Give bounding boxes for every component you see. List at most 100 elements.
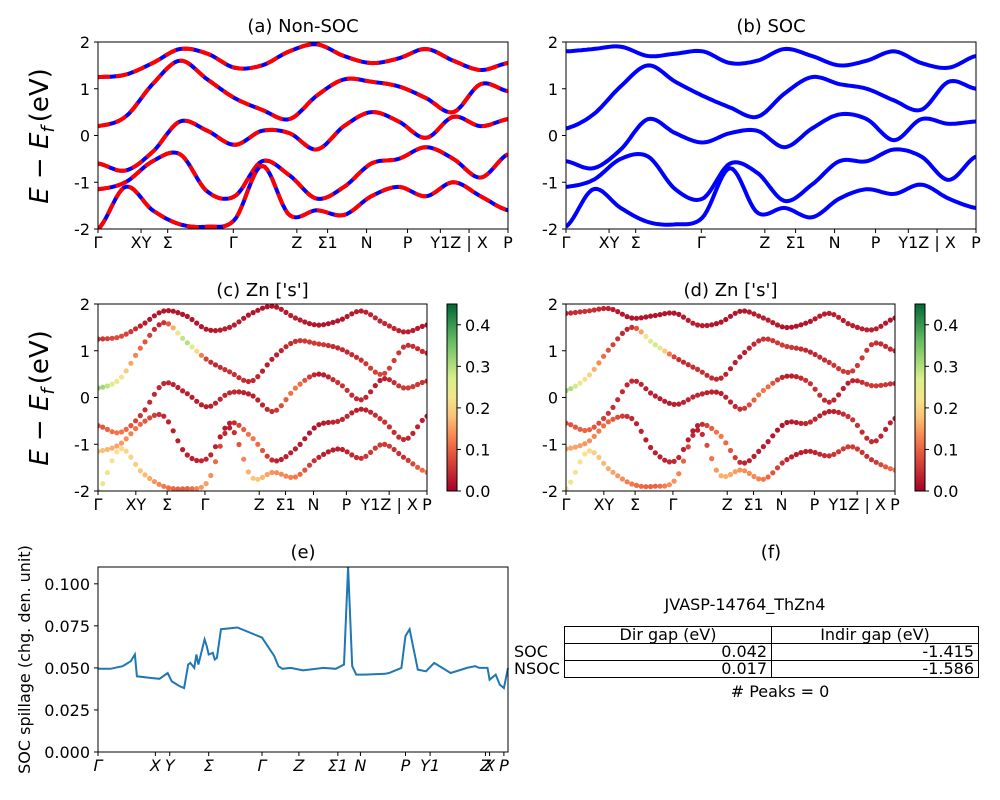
band-point [727,471,734,478]
band-point [259,402,266,408]
band-point [577,459,583,465]
band-point [194,398,200,404]
band-point [831,362,837,368]
band-point [396,328,402,334]
band-point [859,449,865,455]
row-label: SOC [514,642,548,661]
band-point [175,486,181,491]
band-point [118,333,125,339]
band-point [596,306,602,312]
band-point [854,362,861,369]
band-point [269,304,275,309]
band-point [887,317,893,323]
band-point [784,343,790,350]
band-point [854,422,861,428]
band-point [868,327,875,333]
band-point [391,357,397,364]
band-point [723,394,729,400]
band-point [591,424,597,430]
panel-title-e: (e) [290,542,315,563]
band-point [133,352,139,358]
x-tick-label: Z [292,756,305,775]
band-point [151,391,157,397]
y-axis-label-unit: (eV) [25,330,55,384]
band-point [854,324,861,330]
band-point [817,392,823,398]
band-point [137,345,143,351]
band-point [241,377,247,383]
x-tick-label: Γ [562,495,571,514]
band-point [363,453,369,459]
band-line-soc [566,166,976,229]
band-point [845,413,851,420]
band-point [657,396,663,402]
band-point [718,319,724,325]
band-point [250,377,256,384]
band-point [605,410,611,416]
x-tick-label: Γ [200,495,209,514]
band-point [873,438,879,444]
band-point [709,375,715,381]
band-point [586,438,593,444]
band-point [812,449,818,456]
band-point [742,349,748,356]
band-point [100,481,106,487]
spillage-line [98,566,509,690]
band-point [198,484,204,490]
band-point [339,416,345,422]
band-point [591,366,597,372]
y-axis-label-sub: f [38,124,59,133]
band-point [302,319,308,325]
band-point [821,410,828,416]
band-point [666,400,673,406]
band-point [189,394,195,400]
band-point [231,430,237,436]
band-point [586,448,593,454]
band-point [217,364,223,370]
band-point [690,364,696,370]
y-tick-label: 0.000 [44,743,90,762]
band-point [400,385,407,391]
y-tick-label: 1 [548,80,558,99]
band-point [306,430,313,436]
band-point [676,401,682,407]
band-point [596,428,602,434]
band-point [245,312,251,318]
band-point [410,461,416,467]
band-point [231,322,237,328]
band-point [241,426,247,433]
x-tick-label: N [308,495,320,514]
x-tick-label: Z [291,233,302,252]
band-line-red [98,110,508,173]
band-point [335,446,341,452]
band-point [212,400,219,406]
band-point [892,348,895,354]
band-point [330,343,336,350]
band-point [770,380,776,386]
band-point [349,311,355,317]
band-point [727,313,734,319]
plot-area-c [98,304,427,491]
band-point [685,317,691,323]
y-tick-label: 0.075 [44,617,90,636]
band-point [765,336,771,342]
band-point [566,387,569,394]
band-point [344,313,350,320]
band-point [742,405,748,411]
colorbar-tick-label: 0.3 [933,357,958,376]
x-tick-label: XY [125,495,146,514]
band-point [582,376,588,382]
x-tick-label: Γ [258,756,268,775]
band-point [760,315,767,321]
band-point [751,341,757,347]
band-point [591,450,597,456]
x-tick-label: Y1Z | X [827,495,885,514]
band-point [175,438,181,444]
band-point [883,382,889,388]
summary-table-panel: JVASP-14764_ThZn4 Dir gap (eV) Indir gap… [510,595,980,701]
band-point [633,482,640,488]
band-point [109,335,115,341]
band-point [386,377,392,383]
band-point [316,371,322,377]
x-tick-label: P [401,756,411,775]
